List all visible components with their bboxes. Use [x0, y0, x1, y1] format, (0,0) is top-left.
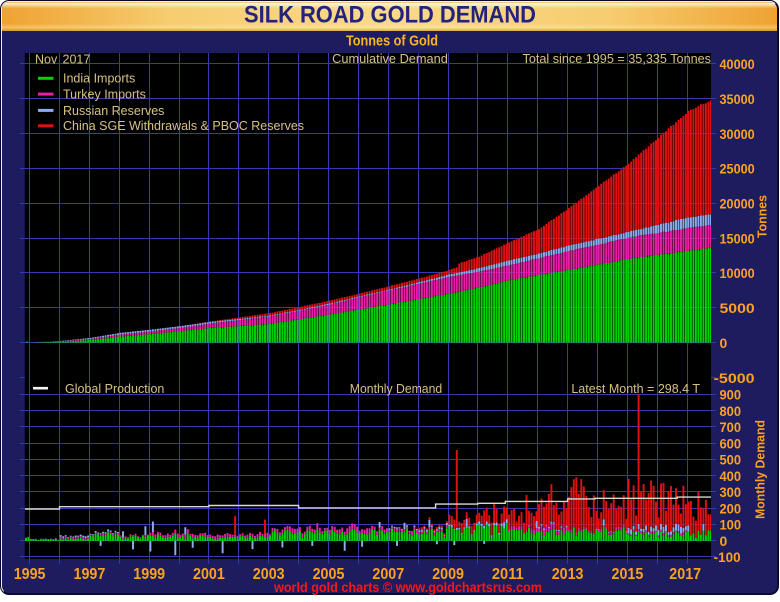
svg-text:900: 900 — [720, 387, 742, 403]
svg-text:0: 0 — [720, 335, 728, 351]
svg-text:2011: 2011 — [492, 566, 524, 583]
svg-text:400: 400 — [720, 468, 742, 484]
svg-text:2015: 2015 — [612, 566, 644, 583]
svg-text:Monthly Demand: Monthly Demand — [350, 381, 442, 396]
svg-text:700: 700 — [720, 419, 742, 435]
svg-text:1999: 1999 — [133, 566, 165, 583]
svg-text:Global Production: Global Production — [65, 382, 164, 396]
svg-text:2001: 2001 — [193, 566, 225, 583]
svg-text:-100: -100 — [714, 549, 741, 565]
svg-text:25000: 25000 — [720, 161, 755, 177]
svg-text:200: 200 — [720, 500, 742, 516]
svg-text:40000: 40000 — [720, 56, 755, 72]
svg-text:Russian Reserves: Russian Reserves — [63, 104, 164, 118]
svg-text:15000: 15000 — [720, 230, 755, 246]
svg-text:0: 0 — [720, 533, 728, 549]
svg-text:Total since 1995 = 35,335 Tonn: Total since 1995 = 35,335 Tonnes — [523, 51, 712, 66]
svg-text:100: 100 — [720, 517, 742, 533]
svg-text:SILK ROAD GOLD DEMAND: SILK ROAD GOLD DEMAND — [244, 2, 536, 29]
svg-text:800: 800 — [720, 403, 742, 419]
svg-text:2017: 2017 — [63, 52, 91, 66]
svg-text:30000: 30000 — [720, 126, 755, 142]
svg-text:India Imports: India Imports — [63, 72, 135, 86]
svg-text:world gold charts © www.goldch: world gold charts © www.goldchartsrus.co… — [273, 579, 542, 595]
svg-text:2009: 2009 — [432, 566, 464, 583]
svg-text:5000: 5000 — [720, 300, 755, 316]
svg-text:Cumulative Demand: Cumulative Demand — [332, 51, 448, 66]
svg-text:2005: 2005 — [313, 566, 345, 583]
svg-text:10000: 10000 — [720, 265, 755, 281]
svg-text:600: 600 — [720, 435, 742, 451]
svg-text:Nov: Nov — [35, 52, 58, 66]
svg-text:Tonnes: Tonnes — [755, 195, 770, 238]
svg-text:20000: 20000 — [720, 196, 755, 212]
svg-text:300: 300 — [720, 484, 742, 500]
svg-text:2003: 2003 — [253, 566, 285, 583]
svg-text:Latest Month = 298.4 T: Latest Month = 298.4 T — [571, 382, 700, 396]
svg-text:Turkey Imports: Turkey Imports — [63, 88, 146, 102]
svg-text:Monthly Demand: Monthly Demand — [752, 420, 767, 519]
svg-text:2017: 2017 — [669, 566, 701, 583]
svg-text:1995: 1995 — [14, 566, 46, 583]
svg-text:2013: 2013 — [552, 566, 584, 583]
svg-text:Tonnes of Gold: Tonnes of Gold — [346, 32, 438, 49]
svg-text:China SGE Withdrawals & PBOC R: China SGE Withdrawals & PBOC Reserves — [63, 119, 304, 133]
svg-text:1997: 1997 — [74, 566, 106, 583]
svg-text:35000: 35000 — [720, 91, 755, 107]
svg-text:-5000: -5000 — [714, 370, 755, 386]
svg-text:500: 500 — [720, 452, 742, 468]
svg-text:2007: 2007 — [372, 566, 404, 583]
